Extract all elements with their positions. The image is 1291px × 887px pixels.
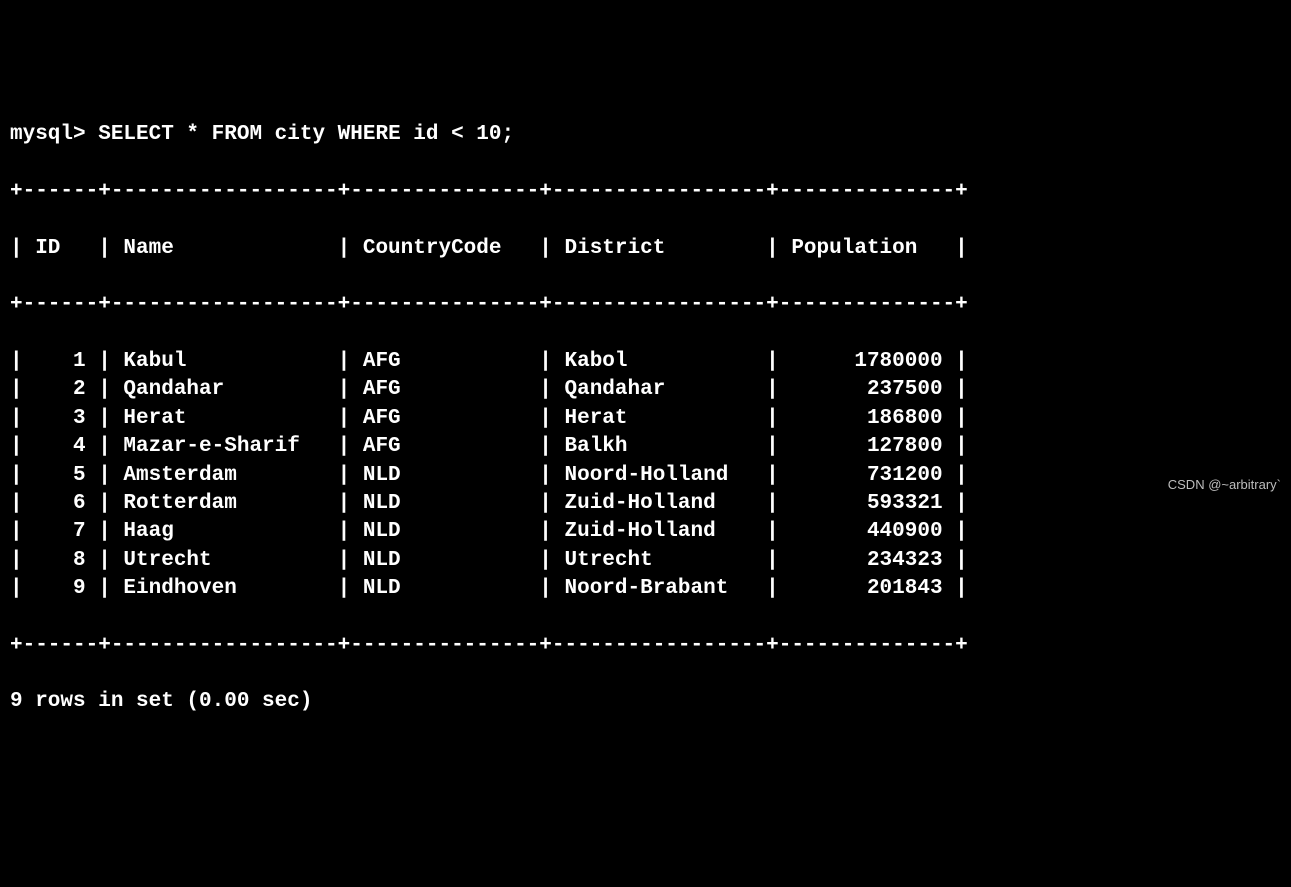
table-row: | 8 | Utrecht | NLD | Utrecht | 234323 |: [10, 547, 1281, 575]
table-row: | 4 | Mazar-e-Sharif | AFG | Balkh | 127…: [10, 433, 1281, 461]
table-row: | 5 | Amsterdam | NLD | Noord-Holland | …: [10, 462, 1281, 490]
table-border-top: +------+------------------+-------------…: [10, 178, 1281, 206]
table-border-bottom: +------+------------------+-------------…: [10, 632, 1281, 660]
sql-query: SELECT * FROM city WHERE id < 10;: [98, 123, 514, 146]
table-row: | 6 | Rotterdam | NLD | Zuid-Holland | 5…: [10, 490, 1281, 518]
table-row: | 7 | Haag | NLD | Zuid-Holland | 440900…: [10, 518, 1281, 546]
table-row: | 9 | Eindhoven | NLD | Noord-Brabant | …: [10, 575, 1281, 603]
table-border-mid: +------+------------------+-------------…: [10, 291, 1281, 319]
result-footer: 9 rows in set (0.00 sec): [10, 688, 1281, 716]
mysql-prompt: mysql>: [10, 123, 98, 146]
table-header-row: | ID | Name | CountryCode | District | P…: [10, 235, 1281, 263]
table-row: | 3 | Herat | AFG | Herat | 186800 |: [10, 405, 1281, 433]
watermark: CSDN @~arbitrary`: [1168, 476, 1281, 494]
table-body: | 1 | Kabul | AFG | Kabol | 1780000 || 2…: [10, 348, 1281, 603]
table-row: | 2 | Qandahar | AFG | Qandahar | 237500…: [10, 376, 1281, 404]
table-row: | 1 | Kabul | AFG | Kabol | 1780000 |: [10, 348, 1281, 376]
query-line: mysql> SELECT * FROM city WHERE id < 10;: [10, 121, 1281, 149]
